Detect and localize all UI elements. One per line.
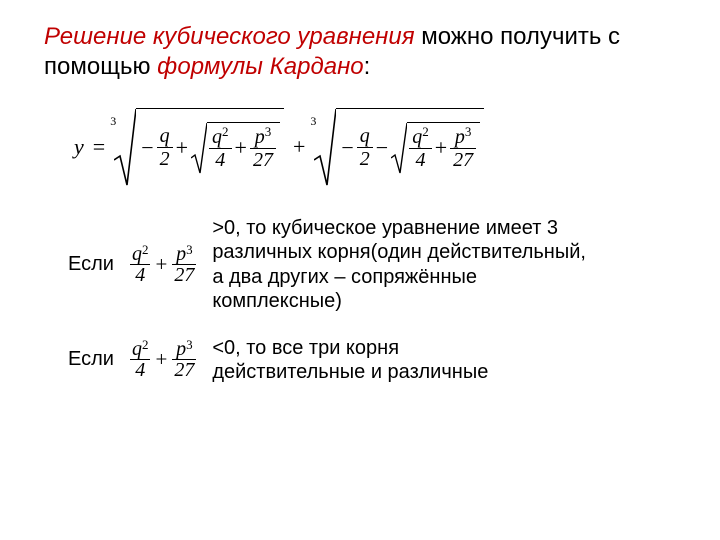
- condition-lt0: Если q2 4 + p3 27 <0, то все три корня д…: [68, 336, 676, 385]
- q-4: q: [412, 126, 422, 148]
- radical-inner-icon-2: [391, 122, 407, 174]
- disc-exp2-1: 2: [142, 242, 149, 257]
- title-red-1: Решение кубического уравнения: [44, 23, 415, 50]
- disc-exp2-2: 2: [142, 337, 149, 352]
- disc-four-1: 4: [135, 264, 145, 286]
- root-degree-1: 3: [110, 114, 116, 129]
- two-1: 2: [160, 148, 170, 170]
- disc-q-2: q: [132, 338, 142, 360]
- disc-plus-2: +: [150, 347, 172, 372]
- formula-lhs: y: [74, 134, 84, 160]
- p-2: p: [455, 126, 465, 148]
- formula-eq: =: [90, 134, 108, 160]
- two-2: 2: [360, 148, 370, 170]
- disc-exp3-1: 3: [186, 242, 193, 257]
- twentyseven-2: 27: [453, 149, 473, 171]
- page-title: Решение кубического уравнения можно полу…: [44, 22, 676, 82]
- radical-outer-icon-2: [314, 108, 336, 186]
- four-1: 4: [215, 149, 225, 171]
- disc-27-1: 27: [174, 264, 194, 286]
- q-1: q: [160, 125, 170, 147]
- minus-1: −: [138, 135, 156, 161]
- disc-27-2: 27: [174, 359, 194, 381]
- exp2-1: 2: [222, 124, 229, 139]
- disc-plus-1: +: [150, 252, 172, 277]
- disc-p-1: p: [176, 243, 186, 265]
- if-label-1: Если: [68, 253, 114, 276]
- frac-q4-1: q2 4: [209, 126, 232, 171]
- cardano-formula: y = 3 − q 2 +: [74, 108, 676, 186]
- disc-frac-p27-2: p3 27: [172, 339, 196, 380]
- frac-p27-1: p3 27: [250, 126, 276, 171]
- if-label-2: Если: [68, 348, 114, 371]
- condition-gt0: Если q2 4 + p3 27 >0, то кубическое урав…: [68, 216, 676, 314]
- twentyseven-1: 27: [253, 149, 273, 171]
- plus-2: +: [232, 135, 250, 161]
- cuberoot-1: 3 − q 2 + q2: [114, 108, 284, 186]
- frac-p27-2: p3 27: [450, 126, 476, 171]
- sqrt-1: q2 4 + p3 27: [191, 122, 280, 174]
- plus-mid: +: [290, 134, 308, 160]
- title-black-2: :: [364, 53, 371, 80]
- exp3-1: 3: [265, 124, 272, 139]
- disc-q-1: q: [132, 243, 142, 265]
- p-1: p: [255, 126, 265, 148]
- frac-q2-2: q 2: [357, 125, 373, 170]
- exp3-2: 3: [465, 124, 472, 139]
- cuberoot-2: 3 − q 2 − q2 4: [314, 108, 484, 186]
- q-2: q: [212, 126, 222, 148]
- minus-2: −: [338, 135, 356, 161]
- root-degree-2: 3: [310, 114, 316, 129]
- sqrt-2: q2 4 + p3 27: [391, 122, 480, 174]
- disc-frac-p27-1: p3 27: [172, 244, 196, 285]
- discriminant-2: q2 4 + p3 27: [130, 339, 196, 380]
- exp2-2: 2: [422, 124, 429, 139]
- disc-p-2: p: [176, 338, 186, 360]
- title-red-2: формулы Кардано: [157, 53, 364, 80]
- plus-3: +: [432, 135, 450, 161]
- q-3: q: [360, 125, 370, 147]
- disc-frac-q4-2: q2 4: [130, 339, 151, 380]
- plus-1: +: [173, 135, 191, 161]
- cond1-text: >0, то кубическое уравнение имеет 3 разл…: [212, 216, 592, 314]
- frac-q4-2: q2 4: [409, 126, 432, 171]
- disc-frac-q4-1: q2 4: [130, 244, 151, 285]
- cond2-text: <0, то все три корня действительные и ра…: [212, 336, 542, 385]
- frac-q2-1: q 2: [157, 125, 173, 170]
- minus-3: −: [373, 135, 391, 161]
- radical-outer-icon: [114, 108, 136, 186]
- four-2: 4: [415, 149, 425, 171]
- disc-exp3-2: 3: [186, 337, 193, 352]
- discriminant-1: q2 4 + p3 27: [130, 244, 196, 285]
- radical-inner-icon: [191, 122, 207, 174]
- disc-four-2: 4: [135, 359, 145, 381]
